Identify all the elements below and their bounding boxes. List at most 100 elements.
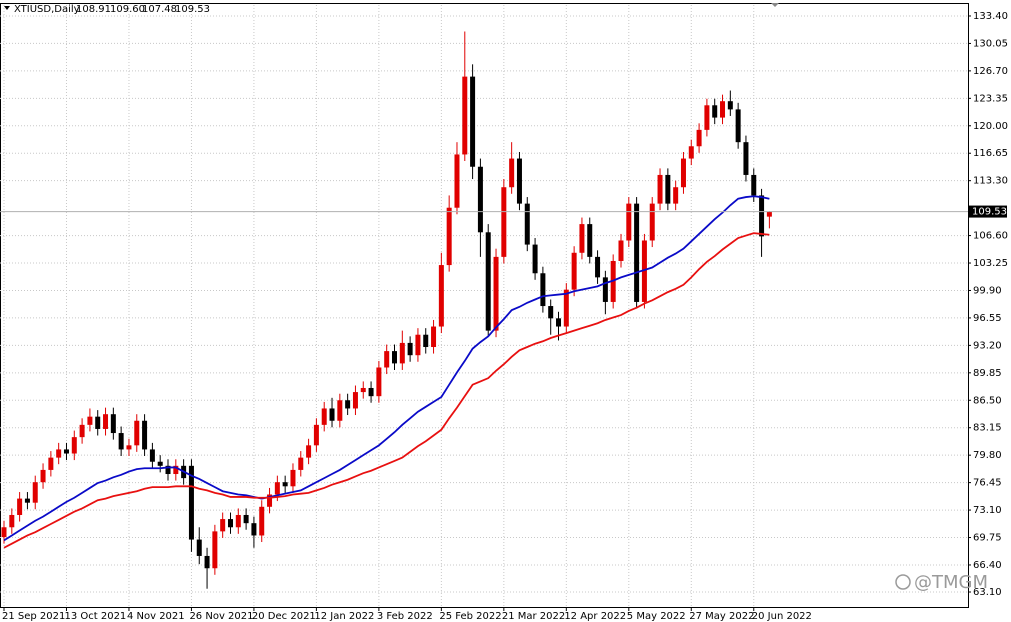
candle-body xyxy=(595,256,601,278)
y-tick-label: 116.65 xyxy=(973,148,1008,159)
header-open: 108.91 xyxy=(76,4,111,15)
candle-body xyxy=(470,76,476,167)
y-tick-label: 69.75 xyxy=(973,533,1002,544)
candle-body xyxy=(540,273,546,307)
x-tick-label: 20 Dec 2021 xyxy=(252,611,316,622)
header-low: 107.48 xyxy=(142,4,177,15)
candle-body xyxy=(48,457,54,470)
candle-body xyxy=(649,203,655,241)
y-tick-label: 123.35 xyxy=(973,93,1008,104)
candle-body xyxy=(602,277,608,302)
candle-body xyxy=(368,387,374,397)
candle-body xyxy=(24,498,30,503)
candle-body xyxy=(204,555,210,569)
candle-body xyxy=(524,203,530,245)
x-tick-label: 13 Oct 2021 xyxy=(64,611,126,622)
candle-body xyxy=(446,207,452,266)
candle-body xyxy=(32,482,38,503)
candle-body xyxy=(321,408,327,425)
candle-body xyxy=(196,539,202,556)
candle-body xyxy=(298,457,304,470)
candle-body xyxy=(751,174,757,196)
candle-body xyxy=(267,494,273,507)
y-tick-label: 76.45 xyxy=(973,478,1002,489)
candle-body xyxy=(571,252,577,290)
header-high: 109.60 xyxy=(110,4,145,15)
plot-frame xyxy=(0,3,969,608)
candle-body xyxy=(477,166,483,233)
candle-body xyxy=(680,158,686,188)
y-tick-label: 130.05 xyxy=(973,38,1008,49)
y-tick-label: 96.55 xyxy=(973,313,1002,324)
x-tick-label: 4 Nov 2021 xyxy=(127,611,185,622)
candle-body xyxy=(212,531,218,569)
y-tick-label: 133.40 xyxy=(973,11,1008,22)
y-tick-label: 120.00 xyxy=(973,121,1008,132)
candle-body xyxy=(720,101,726,118)
candle-body xyxy=(259,506,265,536)
candle-body xyxy=(634,203,640,302)
candle-body xyxy=(235,514,241,528)
candle-body xyxy=(673,187,679,204)
candle-body xyxy=(345,400,351,409)
y-tick-label: 93.20 xyxy=(973,340,1002,351)
candle-body xyxy=(665,174,671,204)
candle-body xyxy=(71,437,77,454)
x-tick-label: 3 Feb 2022 xyxy=(377,611,433,622)
candle-body xyxy=(274,482,280,495)
candle-body xyxy=(407,342,413,356)
x-tick-label: 21 Sep 2021 xyxy=(2,611,65,622)
candle-body xyxy=(56,449,62,458)
candle-body xyxy=(282,482,288,487)
candle-body xyxy=(1,527,7,538)
y-tick-label: 103.25 xyxy=(973,258,1008,269)
candle-body xyxy=(759,195,765,237)
candle-body xyxy=(17,498,23,515)
candle-body xyxy=(149,449,155,462)
candle-body xyxy=(392,351,397,364)
y-tick-label: 89.85 xyxy=(973,368,1002,379)
moving-average xyxy=(3,195,770,542)
candle-body xyxy=(657,174,663,204)
candle-body xyxy=(63,449,69,454)
candle-body xyxy=(501,187,507,257)
y-tick-label: 86.50 xyxy=(973,395,1002,406)
candle-body xyxy=(556,318,562,327)
candle-body xyxy=(735,109,741,143)
candle-body xyxy=(384,351,390,368)
candle-body xyxy=(563,289,569,327)
x-tick-label: 5 May 2022 xyxy=(627,611,686,622)
candle-body xyxy=(173,465,179,475)
watermark-logo xyxy=(895,574,911,590)
candle-body xyxy=(454,154,460,208)
candle-body xyxy=(579,224,585,253)
header-arrow xyxy=(4,6,10,10)
candle-body xyxy=(688,146,694,159)
chart-title: XTIUSD,Daily xyxy=(14,4,80,15)
candle-body xyxy=(548,306,554,319)
candle-body xyxy=(9,514,15,528)
candle-body xyxy=(220,519,226,532)
candle-body xyxy=(243,514,249,524)
candle-body xyxy=(727,101,733,110)
candle-body xyxy=(743,142,749,175)
candle-body xyxy=(251,523,257,536)
last-price-label: 109.53 xyxy=(972,207,1007,218)
candle-body xyxy=(118,433,124,450)
candle-body xyxy=(227,519,233,528)
x-tick-label: 12 Jan 2022 xyxy=(314,611,374,622)
y-tick-label: 106.60 xyxy=(973,231,1008,242)
watermark: @TMGM xyxy=(914,572,988,593)
candle-body xyxy=(712,105,718,118)
candle-body xyxy=(493,256,499,331)
last-price-box xyxy=(969,205,1007,218)
moving-average xyxy=(3,232,770,549)
y-tick-label: 99.90 xyxy=(973,285,1002,296)
candle-body xyxy=(376,367,382,397)
candle-body xyxy=(399,342,405,364)
candle-body xyxy=(766,211,772,217)
x-tick-label: 21 Mar 2022 xyxy=(502,611,565,622)
candle-body xyxy=(641,240,647,302)
x-tick-label: 25 Feb 2022 xyxy=(439,611,501,622)
